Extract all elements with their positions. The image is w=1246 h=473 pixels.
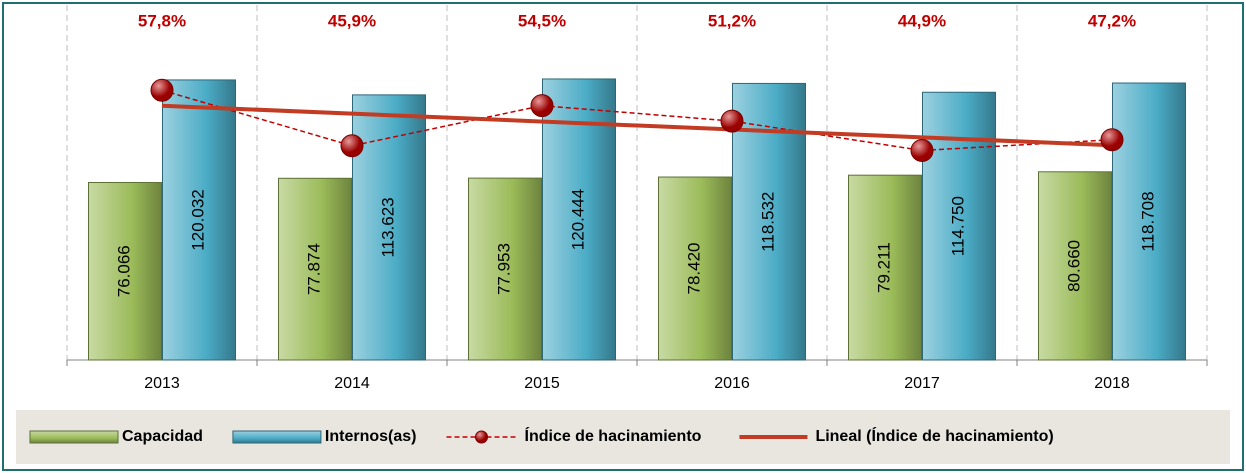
bar-value-label: 118.532 xyxy=(758,192,777,252)
bar-value-label: 78.420 xyxy=(684,243,703,295)
legend-label: Índice de hacinamiento xyxy=(525,426,702,445)
legend-box xyxy=(16,410,1230,464)
bar xyxy=(278,177,352,361)
bar-value-label: 77.874 xyxy=(304,243,323,295)
bar xyxy=(1038,171,1112,361)
trend-line xyxy=(161,103,1113,148)
legend-swatch xyxy=(29,430,119,444)
index-line xyxy=(161,89,1113,152)
legend-label: Lineal (Índice de hacinamiento) xyxy=(815,426,1053,445)
legend-label: Internos(as) xyxy=(325,428,417,445)
index-label: 51,2% xyxy=(708,11,756,30)
bar xyxy=(88,182,162,361)
legend-marker xyxy=(475,430,488,444)
x-tick-label: 2013 xyxy=(144,375,180,392)
bar-value-label: 120.032 xyxy=(188,189,207,250)
bar-value-label: 77.953 xyxy=(494,243,513,295)
index-label: 57,8% xyxy=(138,11,186,30)
index-marker xyxy=(910,138,934,162)
bar xyxy=(468,177,542,361)
bar-value-label: 118.708 xyxy=(1138,191,1157,251)
bar-value-label: 80.660 xyxy=(1064,240,1083,292)
index-marker xyxy=(340,134,364,158)
bar-value-label: 76.066 xyxy=(114,245,133,297)
bar-value-label: 120.444 xyxy=(568,189,587,250)
x-tick-label: 2015 xyxy=(524,375,560,392)
index-label: 44,9% xyxy=(898,11,946,30)
index-marker xyxy=(1100,128,1124,152)
legend-swatch xyxy=(232,430,322,444)
x-tick-label: 2017 xyxy=(904,375,940,392)
x-tick-label: 2018 xyxy=(1094,375,1130,392)
index-label: 54,5% xyxy=(518,11,566,30)
x-tick-label: 2016 xyxy=(714,375,750,392)
bar xyxy=(162,79,236,361)
index-label: 45,9% xyxy=(328,11,376,30)
index-marker xyxy=(720,109,744,133)
legend-label: Capacidad xyxy=(122,428,203,445)
bar xyxy=(352,94,426,361)
index-marker xyxy=(150,78,174,102)
index-marker xyxy=(530,94,554,118)
bar-value-label: 113.623 xyxy=(378,197,397,257)
bar xyxy=(1112,82,1186,361)
index-label: 47,2% xyxy=(1088,11,1136,30)
bar xyxy=(658,176,732,361)
bar-value-label: 79.211 xyxy=(874,242,893,293)
bar-value-label: 114.750 xyxy=(948,196,967,256)
bar xyxy=(848,174,922,361)
x-tick-label: 2014 xyxy=(334,375,370,392)
